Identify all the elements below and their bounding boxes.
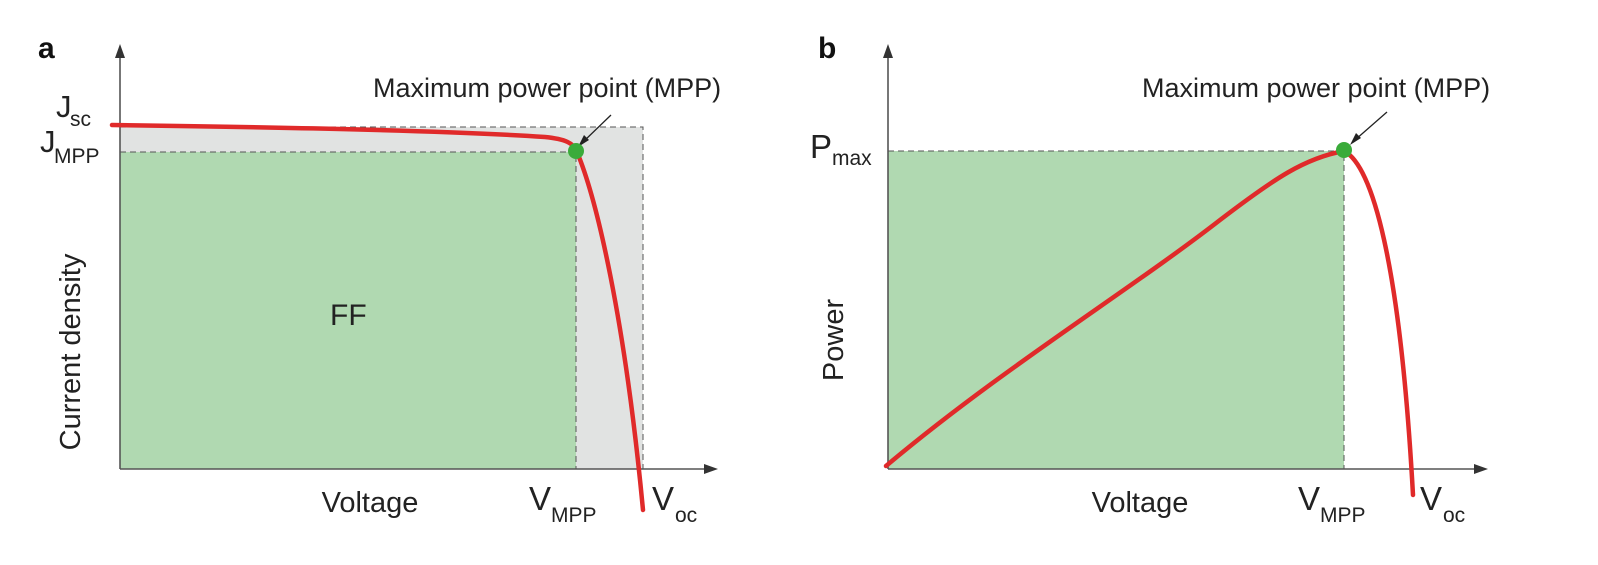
jsc-label-sub: sc <box>70 108 91 131</box>
pv-curve <box>883 148 1416 498</box>
panel-b-mpp-pointer-head <box>1350 133 1361 145</box>
panel-b-vmpp-label-sub: MPP <box>1320 504 1366 527</box>
panel-b-voc-label: V oc <box>1420 480 1465 527</box>
panel-a-voc-label: V oc <box>652 480 697 527</box>
panel-b-letter: b <box>818 32 836 65</box>
jmpp-label-sub: MPP <box>54 145 100 168</box>
panel-b-y-axis-arrow <box>883 44 893 58</box>
panel-a-x-axis-arrow <box>704 464 718 474</box>
panel-a-mpp-pointer <box>582 114 612 143</box>
panel-b: b Maximum power point (MPP) Power Voltag… <box>810 32 1490 527</box>
panel-a-letter: a <box>38 32 55 65</box>
jv-curve <box>109 122 646 513</box>
panel-a-y-axis-label: Current density <box>55 253 87 450</box>
pmax-label-main: P <box>810 128 832 165</box>
panel-a-mpp-dot <box>568 143 584 159</box>
panel-b-voc-label-main: V <box>1420 480 1442 517</box>
panel-b-y-axis-label: Power <box>818 299 850 382</box>
panel-a-voc-label-sub: oc <box>675 504 697 527</box>
panel-b-x-axis-label: Voltage <box>1092 487 1189 519</box>
panel-a-vmpp-label-main: V <box>529 480 551 517</box>
pmax-label: P max <box>810 128 872 170</box>
panel-a-x-axis-label: Voltage <box>322 487 419 519</box>
panel-a-vmpp-label-sub: MPP <box>551 504 597 527</box>
panel-a-vmpp-label: V MPP <box>529 480 597 527</box>
fill-factor-area <box>119 151 577 470</box>
panel-a-mpp-annotation: Maximum power point (MPP) <box>373 73 721 103</box>
jsc-label: J sc <box>56 89 91 131</box>
panel-a: a Maximum power point (MPP) FF Current d… <box>38 32 721 527</box>
panel-b-x-axis-arrow <box>1474 464 1488 474</box>
panel-b-mpp-annotation: Maximum power point (MPP) <box>1142 73 1490 103</box>
panel-a-mpp-pointer-head <box>578 135 589 147</box>
ff-label: FF <box>330 299 367 332</box>
panel-b-mpp-dot <box>1336 142 1352 158</box>
panel-b-vmpp-label-main: V <box>1298 480 1320 517</box>
panel-b-voc-label-sub: oc <box>1443 504 1465 527</box>
panel-b-vmpp-label: V MPP <box>1298 480 1366 527</box>
jmpp-label: J MPP <box>40 124 100 168</box>
jsc-label-main: J <box>56 89 72 124</box>
pmax-label-sub: max <box>832 147 872 170</box>
jmpp-label-main: J <box>40 124 56 159</box>
panel-b-mpp-pointer <box>1354 111 1388 141</box>
panel-a-voc-label-main: V <box>652 480 674 517</box>
pmax-area <box>887 150 1345 470</box>
panel-a-y-axis-arrow <box>115 44 125 58</box>
